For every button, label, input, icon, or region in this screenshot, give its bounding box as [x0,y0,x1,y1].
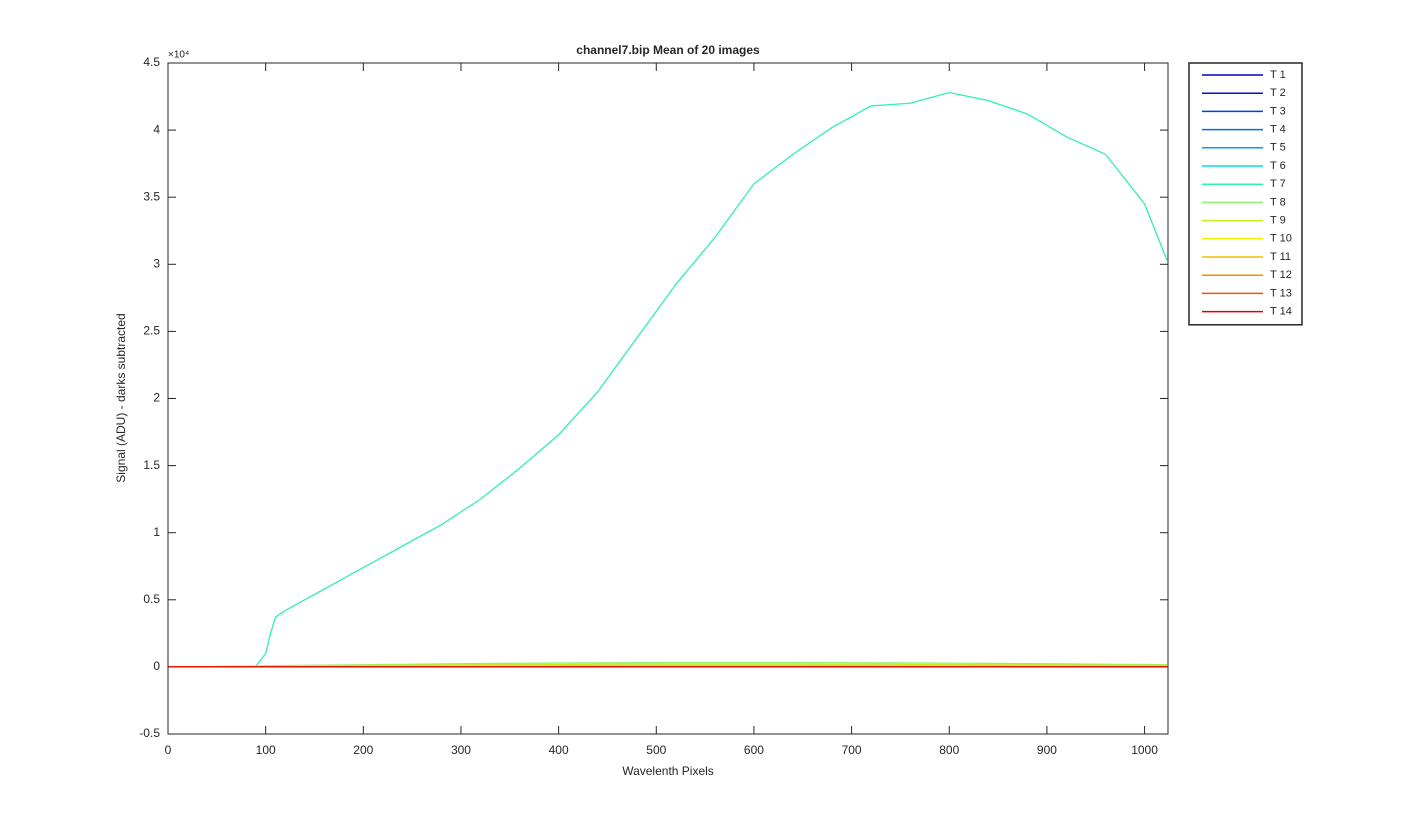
legend-label: T 13 [1270,287,1292,299]
x-axis-label: Wavelenth Pixels [622,764,714,778]
y-tick-label: 4 [153,122,160,136]
legend-label: T 10 [1270,233,1292,245]
y-tick-label: 4.5 [143,55,160,69]
x-tick-label: 700 [842,743,862,757]
legend-box [1188,62,1303,326]
x-tick-label: 100 [256,743,276,757]
axes-box [167,62,1169,735]
y-multiplier: ×10⁴ [168,50,189,61]
legend-label: T 4 [1270,124,1286,136]
y-tick-label: -0.5 [139,726,160,740]
y-tick-label: 0 [153,659,160,673]
legend-label: T 11 [1270,251,1291,263]
x-tick-label: 400 [549,743,569,757]
legend-label: T 3 [1270,105,1286,117]
x-tick-label: 500 [646,743,666,757]
x-tick-label: 600 [744,743,764,757]
chart-title: channel7.bip Mean of 20 images [576,43,760,57]
x-tick-label: 900 [1037,743,1057,757]
y-tick-label: 3 [153,256,160,270]
x-tick-label: 800 [939,743,959,757]
x-tick-label: 200 [353,743,373,757]
y-tick-label: 1.5 [143,458,160,472]
legend-label: T 14 [1270,306,1292,318]
y-tick-label: 0.5 [143,592,160,606]
y-tick-label: 2.5 [143,324,160,338]
y-tick-label: 1 [153,525,160,539]
x-tick-label: 300 [451,743,471,757]
legend-label: T 1 [1270,69,1286,81]
legend-label: T 12 [1270,269,1292,281]
legend-label: T 9 [1270,215,1286,227]
legend-label: T 6 [1270,160,1286,172]
legend-label: T 7 [1270,178,1286,190]
y-tick-label: 3.5 [143,189,160,203]
legend-label: T 5 [1270,142,1286,154]
legend-label: T 8 [1270,196,1286,208]
series-line [168,91,1168,668]
x-tick-label: 1000 [1131,743,1158,757]
legend-label: T 2 [1270,87,1286,99]
y-tick-label: 2 [153,391,160,405]
y-axis-label: Signal (ADU) - darks subtracted [114,313,128,482]
x-tick-label: 0 [165,743,172,757]
